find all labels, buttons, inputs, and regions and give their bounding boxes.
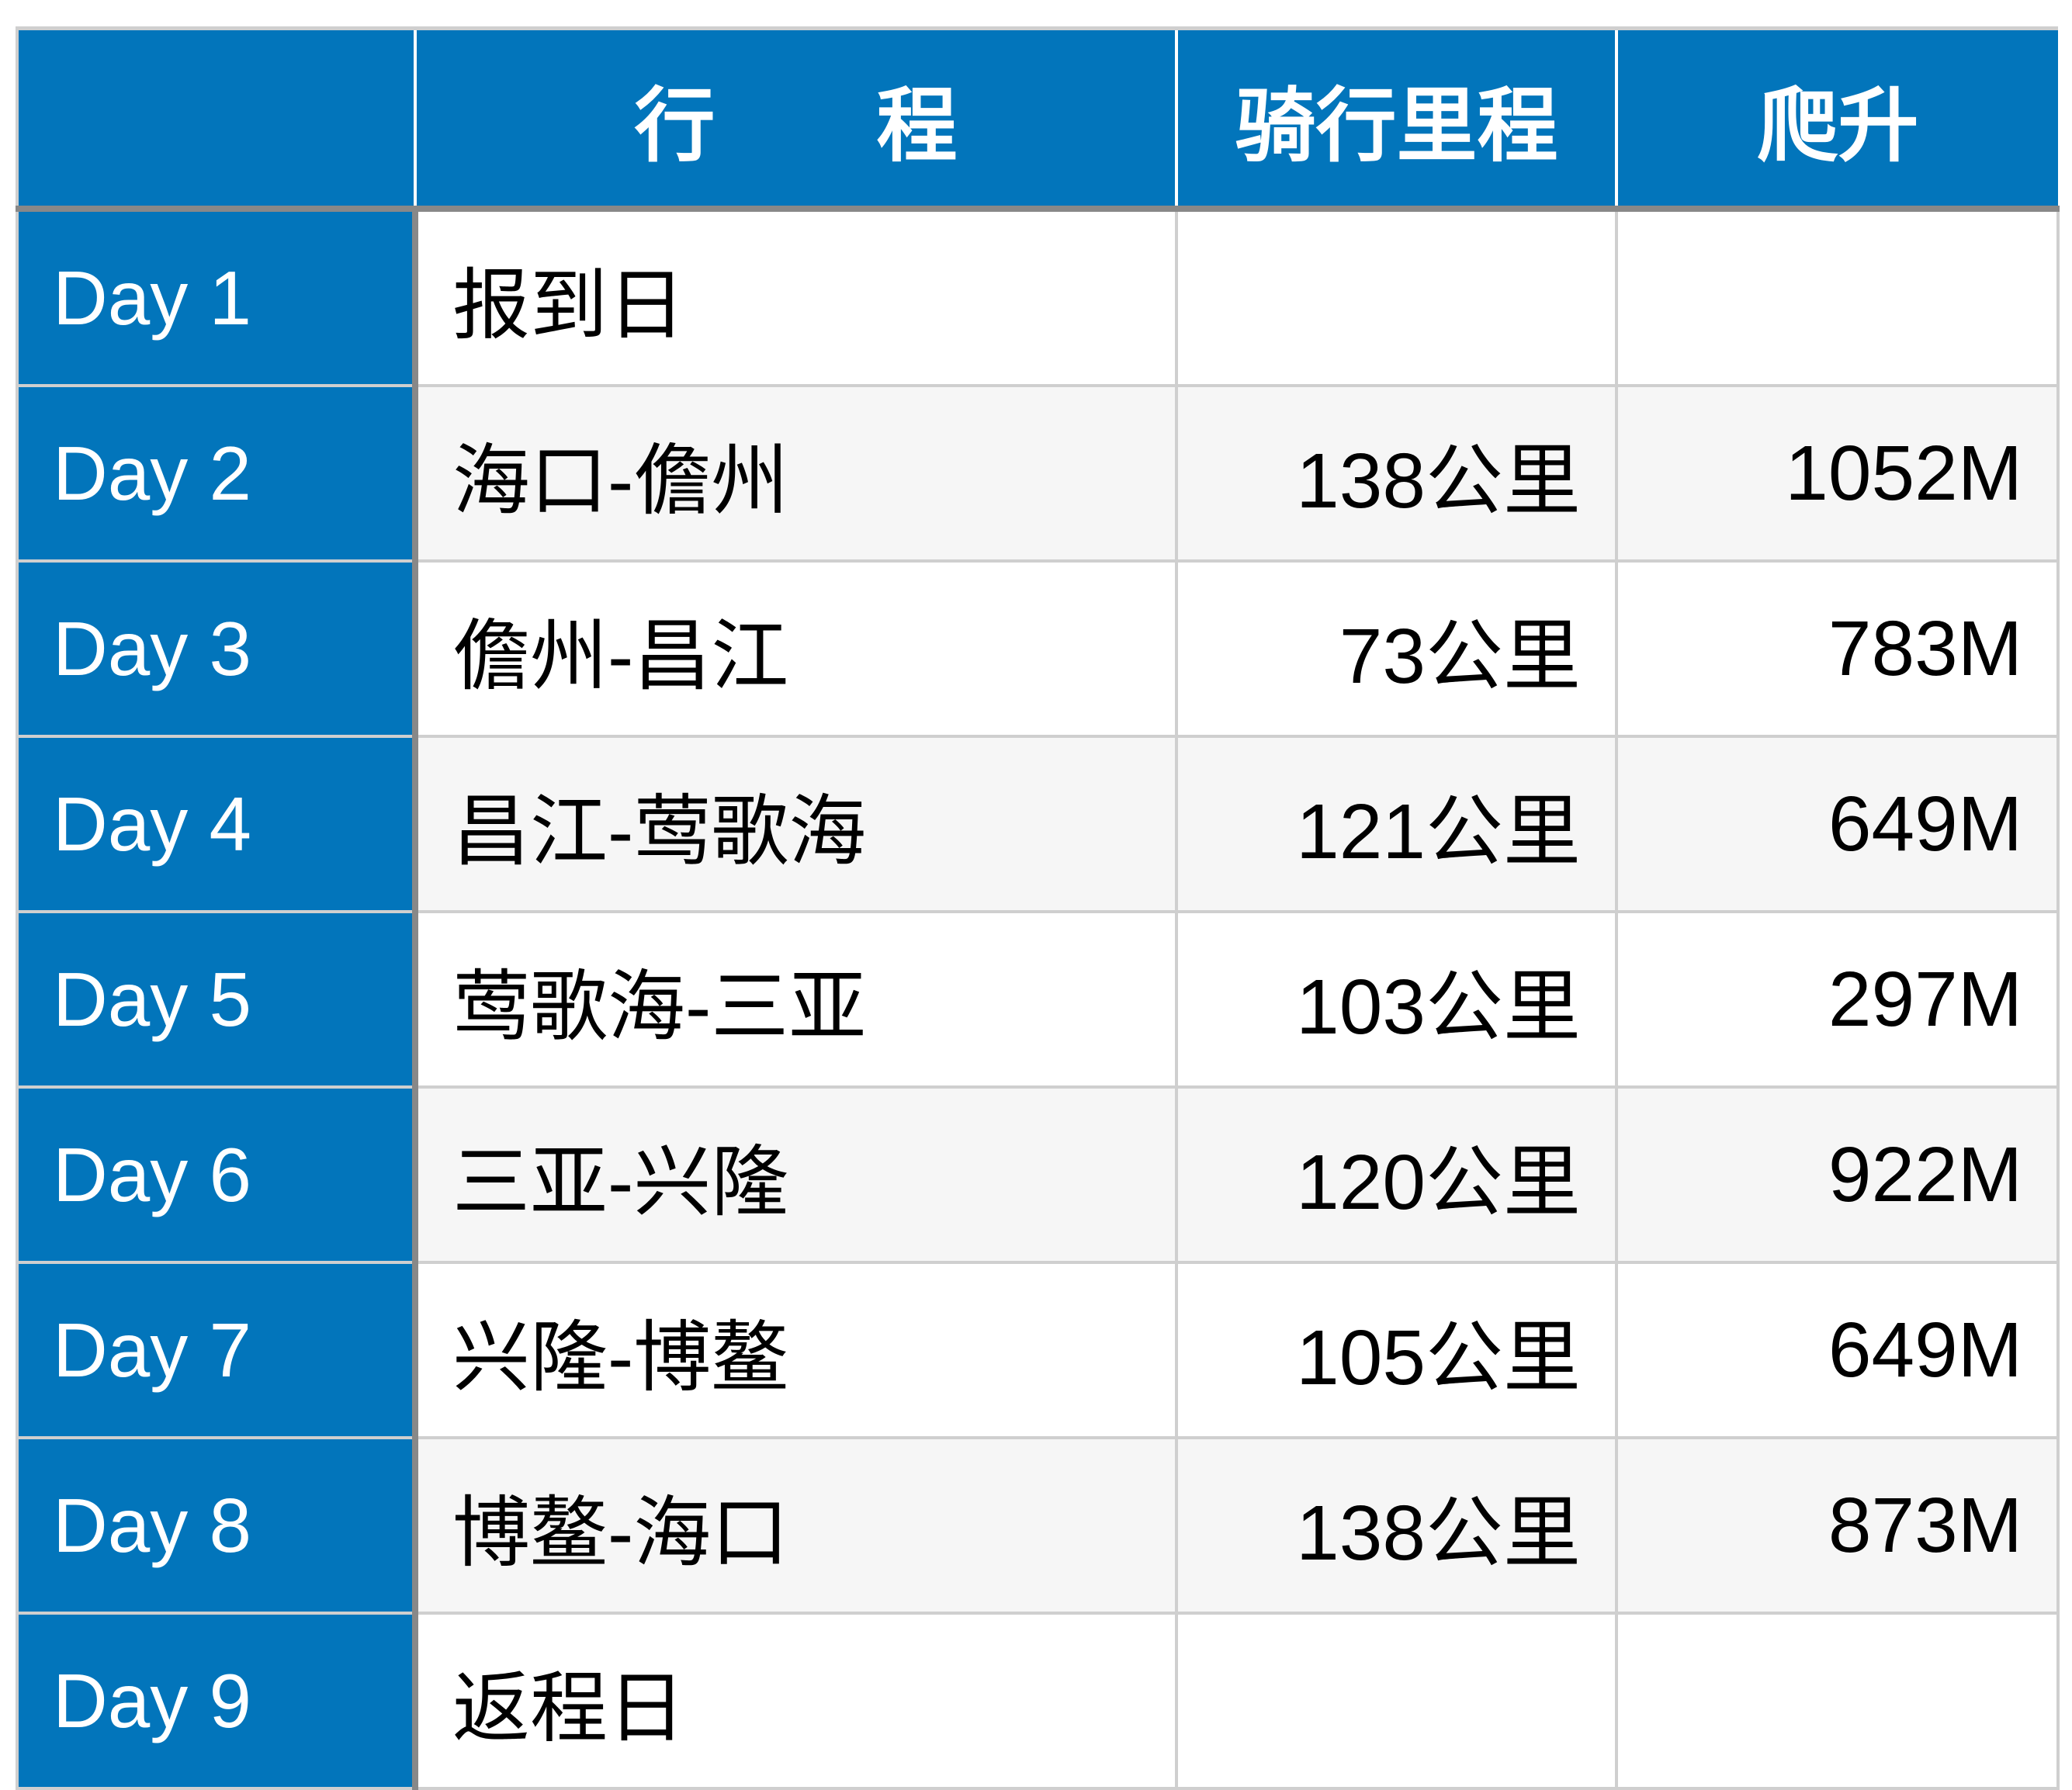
table-row: Day 4 昌江-莺歌海 121公里 649M	[16, 735, 2060, 913]
route-cell: 昌江-莺歌海	[414, 735, 1178, 913]
table-row: Day 2 海口-儋州 138公里 1052M	[16, 384, 2060, 563]
climb-cell: 783M	[1615, 559, 2060, 738]
distance-cell	[1175, 1612, 1618, 1790]
distance-cell: 73公里	[1175, 559, 1618, 738]
day-cell: Day 6	[16, 1085, 418, 1264]
day-cell: Day 4	[16, 735, 418, 913]
day-cell: Day 8	[16, 1436, 418, 1615]
distance-cell: 138公里	[1175, 1436, 1618, 1615]
distance-cell: 121公里	[1175, 735, 1618, 913]
day-cell: Day 5	[16, 910, 418, 1089]
table-row: Day 6 三亚-兴隆 120公里 922M	[16, 1085, 2060, 1264]
table-row: Day 7 兴隆-博鳌 105公里 649M	[16, 1261, 2060, 1439]
table-row: Day 5 莺歌海-三亚 103公里 297M	[16, 910, 2060, 1089]
table-row: Day 1 报到日	[16, 207, 2060, 387]
itinerary-table: 行 程 骑行里程 爬升 Day 1 报到日 Day 2 海口-儋州 138公里 1052M…	[16, 26, 2060, 1790]
table-row: Day 3 儋州-昌江 73公里 783M	[16, 559, 2060, 738]
day-cell: Day 9	[16, 1612, 418, 1790]
day-cell: Day 7	[16, 1261, 418, 1439]
distance-cell: 138公里	[1175, 384, 1618, 563]
climb-cell: 922M	[1615, 1085, 2060, 1264]
table-row: Day 9 返程日	[16, 1612, 2060, 1790]
day-cell: Day 2	[16, 384, 418, 563]
header-route: 行 程	[414, 26, 1176, 212]
distance-cell	[1175, 207, 1618, 387]
route-cell: 莺歌海-三亚	[414, 910, 1178, 1089]
header-day	[16, 26, 415, 212]
climb-cell: 649M	[1615, 1261, 2060, 1439]
route-cell: 儋州-昌江	[414, 559, 1178, 738]
route-cell: 返程日	[414, 1612, 1178, 1790]
climb-cell: 873M	[1615, 1436, 2060, 1615]
distance-cell: 120公里	[1175, 1085, 1618, 1264]
climb-cell: 297M	[1615, 910, 2060, 1089]
day-cell: Day 1	[16, 207, 418, 387]
route-cell: 海口-儋州	[414, 384, 1178, 563]
distance-cell: 105公里	[1175, 1261, 1618, 1439]
route-cell: 报到日	[414, 207, 1178, 387]
route-cell: 兴隆-博鳌	[414, 1261, 1178, 1439]
header-row: 行 程 骑行里程 爬升	[16, 26, 2058, 212]
day-cell: Day 3	[16, 559, 418, 738]
climb-cell	[1615, 207, 2060, 387]
route-cell: 博鳌-海口	[414, 1436, 1178, 1615]
header-distance: 骑行里程	[1175, 26, 1616, 212]
header-climb: 爬升	[1615, 26, 2058, 212]
climb-cell: 649M	[1615, 735, 2060, 913]
table-row: Day 8 博鳌-海口 138公里 873M	[16, 1436, 2060, 1615]
distance-cell: 103公里	[1175, 910, 1618, 1089]
route-cell: 三亚-兴隆	[414, 1085, 1178, 1264]
climb-cell	[1615, 1612, 2060, 1790]
climb-cell: 1052M	[1615, 384, 2060, 563]
